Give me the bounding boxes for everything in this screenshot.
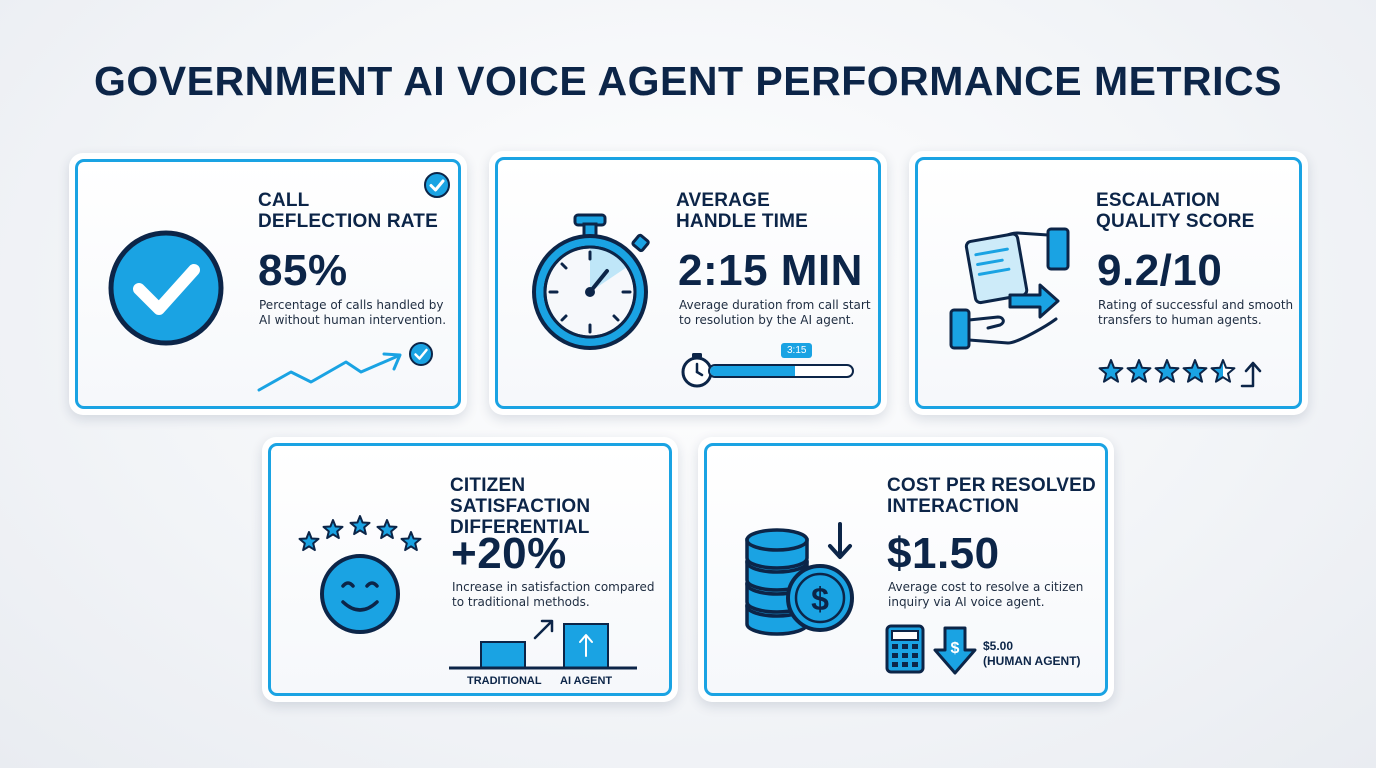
metric-description: Increase in satisfaction compared to tra… <box>452 580 682 610</box>
star-icon <box>349 515 371 536</box>
diagonal-arrow-icon <box>533 619 554 640</box>
traditional-label: TRADITIONAL <box>467 675 542 687</box>
progress-badge: 3:15 <box>781 343 813 358</box>
star-icon <box>298 531 320 552</box>
comparison-bars <box>449 619 637 670</box>
card-call-deflection-rate: CALL DEFLECTION RATE 85% Percentage of c… <box>69 153 467 415</box>
card-title-line: CITIZEN SATISFACTION <box>450 475 591 517</box>
card-title-line: HANDLE TIME <box>676 211 809 232</box>
card-title: CALL DEFLECTION RATE <box>258 190 438 232</box>
trend-up-icon <box>257 342 433 392</box>
card-title-line: ESCALATION <box>1096 190 1221 211</box>
card-title-line: CALL <box>258 190 310 211</box>
card-title: ESCALATION QUALITY SCORE <box>1096 190 1255 232</box>
arrow-up-icon <box>579 634 593 657</box>
card-frame: AVERAGE HANDLE TIME <box>495 157 881 409</box>
stopwatch-icon <box>532 213 650 350</box>
card-title-line: COST PER RESOLVED <box>887 475 1096 496</box>
metric-value: 85% <box>258 246 348 295</box>
star-icon-group <box>298 515 422 552</box>
metric-value: $1.50 <box>887 529 1000 578</box>
comparison-value: $5.00 <box>983 639 1014 653</box>
metric-value: +20% <box>451 529 567 578</box>
description-line: Average cost to resolve a citizen <box>888 580 1084 594</box>
card-title-line: DIFFERENTIAL <box>450 517 590 538</box>
card-frame: ESCALATION QUALITY SCORE 9.2/10 Rating o… <box>915 157 1302 409</box>
card-frame: CALL DEFLECTION RATE 85% Percentage of c… <box>75 159 461 409</box>
star-icon <box>1126 359 1152 383</box>
down-arrow-icon <box>828 522 852 559</box>
card-average-handle-time: AVERAGE HANDLE TIME <box>489 151 887 415</box>
comparison-label: (HUMAN AGENT) <box>983 654 1081 668</box>
description-line: Increase in satisfaction compared <box>452 580 655 594</box>
description-line: Rating of successful and smooth <box>1098 298 1294 312</box>
metric-description: Average duration from call start to reso… <box>679 298 909 328</box>
card-citizen-satisfaction-differential: CITIZEN SATISFACTION DIFFERENTIAL +20% I… <box>262 437 678 702</box>
description-line: to traditional methods. <box>452 595 590 609</box>
check-circle-icon <box>108 230 224 346</box>
star-icon <box>376 519 398 540</box>
check-badge-icon <box>424 172 450 198</box>
coin-stack-icon: $ <box>745 522 854 636</box>
description-line: Average duration from call start <box>679 298 871 312</box>
star-rating <box>1098 359 1262 388</box>
metric-description: Average cost to resolve a citizen inquir… <box>888 580 1118 610</box>
card-cost-per-resolved-interaction: COST PER RESOLVED INTERACTION $ $1.50 Av… <box>698 437 1114 702</box>
card-title: AVERAGE HANDLE TIME <box>676 190 808 232</box>
star-icon <box>1210 359 1236 383</box>
star-icon <box>1098 359 1124 383</box>
page-title: GOVERNMENT AI VOICE AGENT PERFORMANCE ME… <box>93 58 1283 104</box>
description-line: inquiry via AI voice agent. <box>888 595 1045 609</box>
card-title-line: DEFLECTION RATE <box>258 211 438 232</box>
description-line: to resolution by the AI agent. <box>679 313 855 327</box>
calculator-icon <box>885 624 925 674</box>
star-icon <box>1182 359 1208 383</box>
handoff-icon <box>949 227 1070 350</box>
metric-value: 2:15 MIN <box>678 246 863 295</box>
card-title-line: INTERACTION <box>887 496 1020 517</box>
metric-value: 9.2/10 <box>1097 246 1223 295</box>
svg-text:$: $ <box>811 581 829 617</box>
ai-agent-label: AI AGENT <box>560 675 613 687</box>
svg-text:$: $ <box>951 640 960 657</box>
description-line: AI without human intervention. <box>259 313 447 327</box>
metric-description: Rating of successful and smooth transfer… <box>1098 298 1328 328</box>
smiley-face-icon <box>298 515 422 634</box>
down-arrow-dollar-icon: $ <box>933 626 977 675</box>
description-line: transfers to human agents. <box>1098 313 1262 327</box>
card-title-line: QUALITY SCORE <box>1096 211 1255 232</box>
progress-fill <box>710 366 796 376</box>
card-frame: CITIZEN SATISFACTION DIFFERENTIAL +20% I… <box>268 443 672 696</box>
progress-badge-text: 3:15 <box>787 345 807 356</box>
card-escalation-quality-score: ESCALATION QUALITY SCORE 9.2/10 Rating o… <box>909 151 1308 415</box>
dollar-coin-icon <box>786 564 854 632</box>
card-title: COST PER RESOLVED INTERACTION <box>887 475 1096 517</box>
star-icon <box>400 531 422 552</box>
arrow-up-icon <box>1240 361 1262 388</box>
progress-track <box>708 364 854 378</box>
metric-description: Percentage of calls handled by AI withou… <box>259 298 489 328</box>
card-title: CITIZEN SATISFACTION DIFFERENTIAL <box>450 475 669 538</box>
human-agent-comparison: $5.00 (HUMAN AGENT) <box>983 639 1081 669</box>
description-line: Percentage of calls handled by <box>259 298 444 312</box>
small-stopwatch-icon <box>681 353 713 388</box>
traditional-bar <box>480 641 526 669</box>
star-icon <box>1154 359 1180 383</box>
star-icon <box>322 519 344 540</box>
card-title-line: AVERAGE <box>676 190 770 211</box>
card-frame: COST PER RESOLVED INTERACTION $ $1.50 Av… <box>704 443 1108 696</box>
